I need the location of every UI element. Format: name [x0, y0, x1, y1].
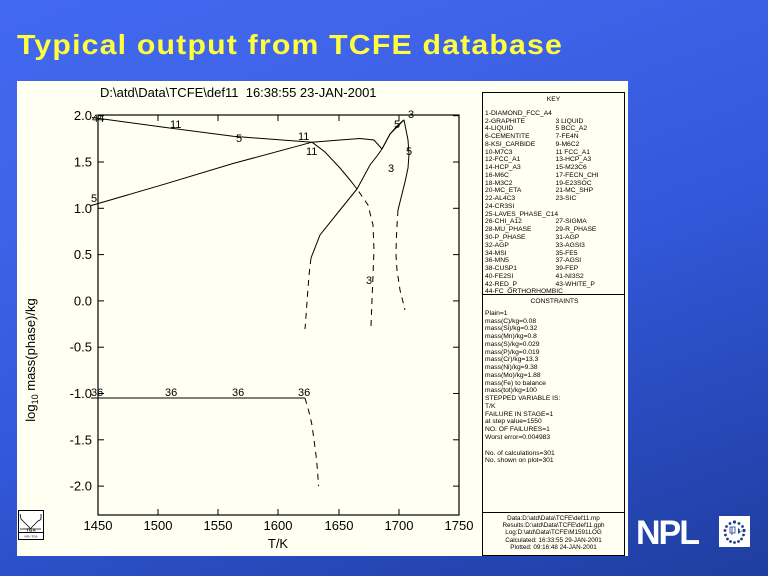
- svg-text:1750: 1750: [445, 518, 474, 533]
- svg-text:3: 3: [366, 275, 372, 287]
- svg-text:36: 36: [91, 387, 103, 399]
- svg-text:11: 11: [298, 131, 309, 143]
- svg-text:1600: 1600: [264, 518, 293, 533]
- svg-text:1450: 1450: [84, 518, 113, 533]
- svg-text:NPL-TGA: NPL-TGA: [24, 534, 37, 538]
- svg-text:44: 44: [92, 113, 104, 125]
- svg-text:1550: 1550: [204, 518, 233, 533]
- svg-text:5: 5: [406, 146, 412, 158]
- svg-text:-1.5: -1.5: [70, 432, 92, 447]
- svg-text:T/K: T/K: [268, 536, 289, 551]
- svg-text:TGA: TGA: [26, 527, 36, 532]
- svg-text:36: 36: [232, 387, 244, 399]
- svg-text:1650: 1650: [325, 518, 354, 533]
- svg-text:1.0: 1.0: [74, 201, 92, 216]
- svg-text:1.5: 1.5: [74, 155, 92, 170]
- svg-text:0.5: 0.5: [74, 247, 92, 262]
- svg-text:-1.0: -1.0: [70, 386, 92, 401]
- svg-text:5: 5: [236, 133, 242, 145]
- svg-text:36: 36: [165, 387, 177, 399]
- svg-text:3: 3: [408, 109, 414, 121]
- svg-text:5: 5: [91, 193, 97, 205]
- svg-text:log10 mass(phase)/kg: log10 mass(phase)/kg: [23, 298, 40, 421]
- svg-text:5: 5: [394, 119, 400, 131]
- svg-text:11: 11: [306, 146, 317, 158]
- svg-text:3: 3: [388, 163, 394, 175]
- svg-text:-2.0: -2.0: [70, 479, 92, 494]
- svg-text:0.0: 0.0: [74, 293, 92, 308]
- svg-text:-0.5: -0.5: [70, 340, 92, 355]
- svg-text:2.0: 2.0: [74, 108, 92, 123]
- svg-text:1500: 1500: [144, 518, 173, 533]
- svg-text:11: 11: [170, 119, 181, 131]
- svg-text:1700: 1700: [385, 518, 414, 533]
- svg-text:36: 36: [298, 387, 310, 399]
